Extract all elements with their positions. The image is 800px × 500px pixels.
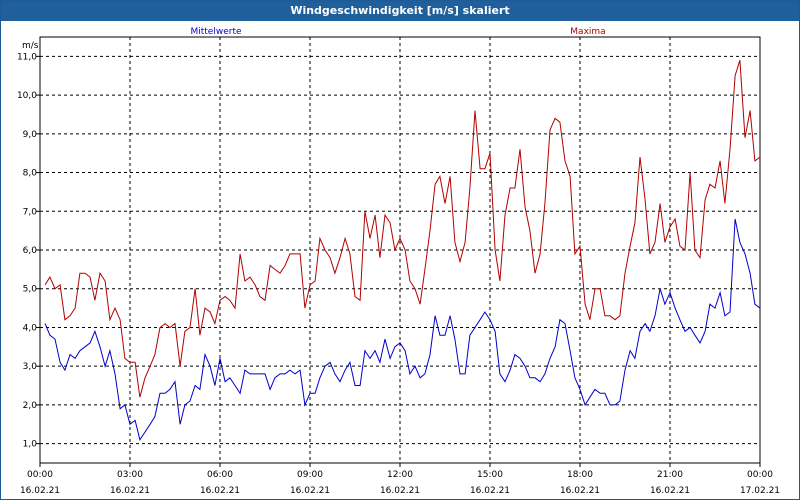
- series-lines: [44, 60, 761, 442]
- x-tick-date: 17.02.21: [740, 486, 780, 496]
- x-tick-time: 09:00: [297, 470, 323, 480]
- legend-mittelwerte: Mittelwerte: [190, 27, 241, 37]
- y-axis-ticks: 1,0 2,0 3,0 4,0 5,0 6,0 7,0 8,0 9,0 10,0 11,0: [17, 52, 40, 450]
- y-tick-label: 11,0: [17, 52, 37, 62]
- x-tick-date: 16.02.21: [470, 486, 510, 496]
- chart-title: Windgeschwindigkeit [m/s] skaliert: [1, 1, 799, 21]
- x-tick-time: 06:00: [207, 470, 233, 480]
- series-line-maxima: [44, 60, 761, 398]
- x-tick-time: 03:00: [117, 470, 143, 480]
- x-tick-date: 16.02.21: [20, 486, 60, 496]
- grid: [40, 37, 760, 463]
- legend-maxima: Maxima: [570, 27, 605, 37]
- y-tick-label: 3,0: [23, 362, 38, 372]
- y-tick-label: 5,0: [23, 285, 38, 295]
- series-line-mittelwerte: [44, 218, 761, 442]
- x-tick-time: 00:00: [27, 470, 53, 480]
- x-tick-time: 00:00: [747, 470, 773, 480]
- y-tick-label: 2,0: [23, 401, 38, 411]
- y-axis-label: m/s: [22, 41, 39, 51]
- x-tick-date: 16.02.21: [290, 486, 330, 496]
- x-tick-time: 15:00: [477, 470, 503, 480]
- y-tick-label: 8,0: [23, 169, 38, 179]
- y-tick-label: 7,0: [23, 207, 38, 217]
- y-tick-label: 6,0: [23, 246, 38, 256]
- y-tick-label: 9,0: [23, 130, 38, 140]
- x-axis-ticks: 00:00 16.02.21 03:00 16.02.21 06:00 16.02.21 0…: [20, 463, 780, 496]
- y-tick-label: 10,0: [17, 91, 37, 101]
- x-tick-date: 16.02.21: [110, 486, 150, 496]
- x-tick-date: 16.02.21: [560, 486, 600, 496]
- y-tick-label: 4,0: [23, 323, 38, 333]
- x-tick-date: 16.02.21: [650, 486, 690, 496]
- x-tick-time: 12:00: [387, 470, 413, 480]
- x-tick-time: 21:00: [657, 470, 683, 480]
- x-tick-date: 16.02.21: [200, 486, 240, 496]
- x-tick-time: 18:00: [567, 470, 593, 480]
- x-tick-date: 16.02.21: [380, 486, 420, 496]
- y-tick-label: 1,0: [23, 440, 38, 450]
